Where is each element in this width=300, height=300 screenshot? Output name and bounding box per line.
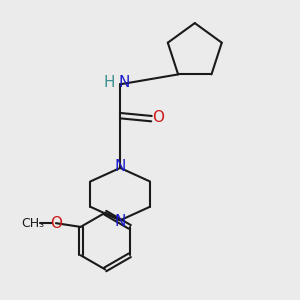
Text: CH₃: CH₃ <box>21 217 44 230</box>
Text: N: N <box>115 214 126 229</box>
Text: N: N <box>115 159 126 174</box>
Text: N: N <box>118 75 129 90</box>
Text: O: O <box>50 216 62 231</box>
Text: O: O <box>152 110 164 125</box>
Text: H: H <box>103 75 115 90</box>
